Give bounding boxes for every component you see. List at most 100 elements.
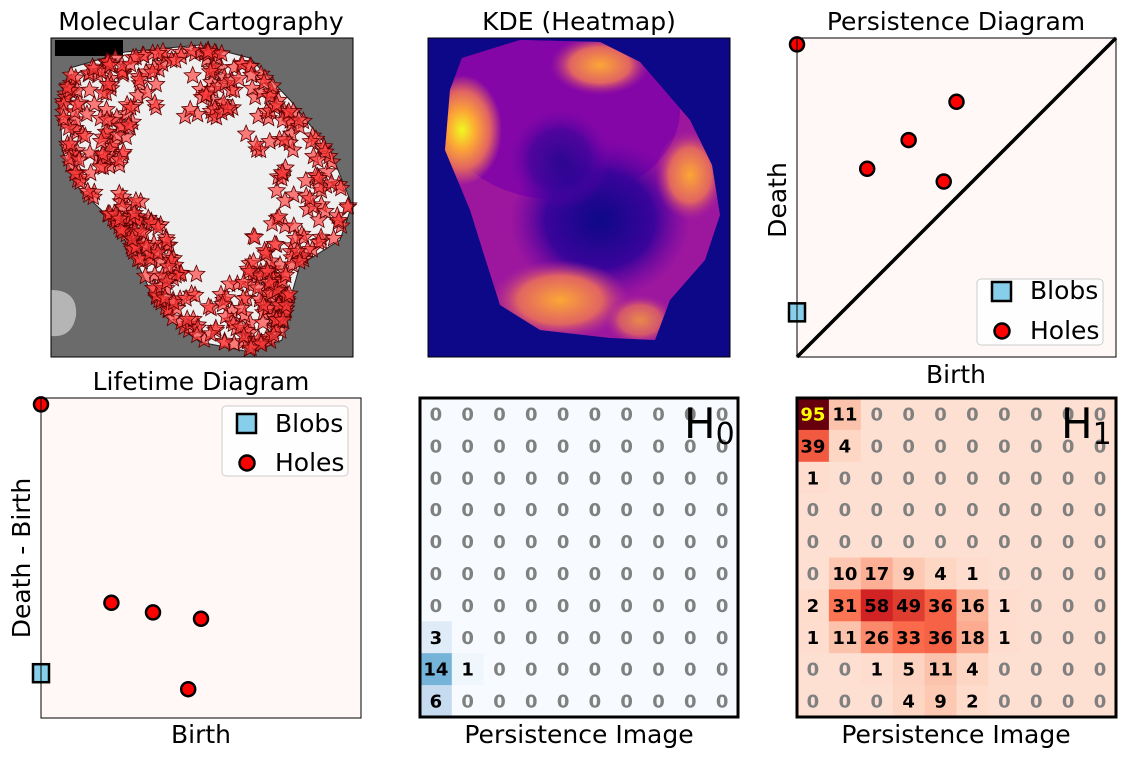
pi-h0-cell-value: 0: [430, 404, 443, 425]
transcript-star: [91, 131, 111, 150]
pi-h1-cell-value: 36: [928, 628, 953, 649]
transcript-star: [109, 183, 129, 202]
pi-h1-cell: [1052, 461, 1085, 495]
transcript-star: [260, 86, 280, 105]
pi-h1-cell: [924, 525, 957, 558]
pi-h1-cell: [797, 493, 830, 527]
pi-h0-cell-value: 0: [589, 500, 602, 521]
pi-h1-cell-value: 0: [1062, 692, 1075, 713]
transcript-star: [301, 131, 321, 150]
pi-h0-cell: [547, 461, 580, 495]
pi-h0-cell: [451, 557, 485, 590]
pi-h0-cell: [579, 653, 612, 686]
pi-h1-cell: [860, 589, 894, 622]
pi-h0-cell-value: 0: [525, 404, 538, 425]
transcript-star: [97, 109, 117, 128]
transcript-star: [59, 117, 79, 136]
pi-h0-cell-value: 0: [493, 660, 506, 681]
transcript-star: [69, 149, 89, 169]
transcript-star: [129, 69, 149, 88]
pi-h1-cell-value: 39: [800, 436, 825, 457]
transcript-star: [296, 170, 316, 189]
pi-h0-cell: [483, 621, 516, 654]
pi-h0-cell: [451, 685, 485, 718]
pi-h0-cell-value: 0: [589, 660, 602, 681]
pi-h1-cell-value: 33: [896, 628, 921, 649]
pi-h0-cell-value: 0: [716, 532, 729, 553]
pi-h0-cell: [610, 525, 644, 558]
pi-h0-cell-value: 0: [589, 468, 602, 489]
pi-h0-cell: [547, 525, 580, 558]
hole-point: [144, 604, 162, 621]
pi-h0-cell: [579, 429, 612, 463]
pi-h1-cell-value: 0: [1030, 628, 1043, 649]
transcript-star: [275, 190, 295, 209]
pi-h1-cell-value: 0: [1062, 660, 1075, 681]
pi-h0-cell: [642, 589, 675, 622]
lifetime-title: Lifetime Diagram: [93, 367, 310, 396]
pi-h0-cell-value: 0: [716, 500, 729, 521]
pi-h1-cell-value: 0: [998, 564, 1011, 585]
pi-h0-cell: [642, 621, 675, 654]
pi-h1-cell: [956, 685, 989, 718]
pi-h0-cell: [420, 461, 453, 495]
pi-h0-cell-value: 0: [430, 532, 443, 553]
pi-h0-cell-value: 0: [461, 596, 474, 617]
transcript-star: [158, 256, 178, 276]
transcript-star: [61, 134, 81, 153]
persistence-xlabel: Birth: [926, 360, 986, 389]
pi-h0-cell-value: 0: [620, 532, 633, 553]
pi-h1-cell-value: 0: [902, 532, 915, 553]
pi-h1-cell: [924, 685, 957, 718]
pi-h1-cell-value: 31: [832, 596, 857, 617]
transcript-star: [199, 296, 219, 315]
pi-h1-cell-value: 11: [928, 660, 953, 681]
pi-h0-cell-value: 0: [620, 692, 633, 713]
pi-h1-cell-value: 0: [870, 532, 883, 553]
transcript-star: [201, 323, 221, 343]
transcript-star: [329, 210, 349, 229]
pi-h1-cell-value: 0: [1094, 468, 1107, 489]
pi-h1-cell: [988, 525, 1021, 558]
pi-h1-cell: [1052, 653, 1085, 686]
pi-h1-cell-value: 4: [966, 660, 979, 681]
pi-h1-cell: [956, 589, 989, 622]
pi-h1-cell: [1084, 398, 1117, 431]
transcript-star: [315, 201, 335, 220]
transcript-star: [198, 41, 218, 60]
pi-h0-cell-value: 0: [620, 436, 633, 457]
pi-h0-cell-value: 0: [620, 404, 633, 425]
pi-h1-cell: [1052, 429, 1085, 463]
pi-h0-cell: [579, 589, 612, 622]
pi-h1-cell: [1020, 653, 1053, 686]
pi-h0-cell-value: 0: [716, 468, 729, 489]
transcript-star: [176, 288, 196, 307]
pi-h1-cell-value: 5: [902, 660, 915, 681]
pi-h1-cell-value: 0: [1062, 404, 1075, 425]
pi-h0-cell: [706, 557, 739, 590]
pi-h1-cell-value: 4: [902, 692, 915, 713]
pi-h0-cell: [483, 653, 516, 686]
pi-h0-cell: [483, 557, 516, 590]
pi-h0-cell: [610, 493, 644, 527]
pi-h1-cell-value: 1: [807, 628, 820, 649]
transcript-star: [229, 68, 249, 87]
persistence-diagonal: [795, 36, 1118, 359]
pi-h0-cell: [483, 429, 516, 463]
transcript-star: [273, 310, 293, 329]
pi-h0-cell: [420, 557, 453, 590]
transcript-stars: [53, 40, 358, 357]
pi-h1-cell: [1020, 525, 1053, 558]
pi-h1-cell-value: 0: [1030, 596, 1043, 617]
transcript-star: [163, 308, 183, 327]
legend-holes-marker: [238, 454, 256, 472]
lifetime-ylabel: Death - Birth: [7, 478, 36, 639]
transcript-star: [279, 101, 299, 120]
pi-h1-cell: [1084, 621, 1117, 654]
pi-h0-cell-value: 0: [525, 564, 538, 585]
pi-h0-cell-value: 0: [461, 564, 474, 585]
transcript-star: [84, 58, 104, 77]
pi-h1-cell: [892, 398, 926, 431]
pi-h0-cell-value: 0: [684, 532, 697, 553]
pi-h1-cell-value: 0: [998, 436, 1011, 457]
